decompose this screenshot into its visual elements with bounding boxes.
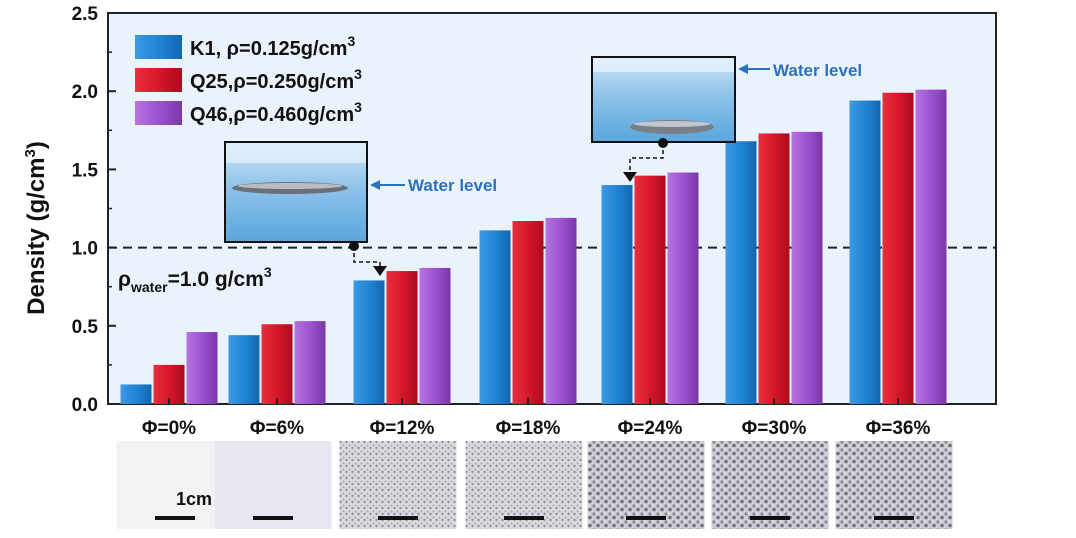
scale-bar — [874, 516, 914, 520]
y-axis-label: Density (g/cm3) — [22, 141, 50, 315]
y-tick-label: 0.5 — [72, 317, 99, 338]
sample-photo-tile — [465, 441, 583, 529]
scale-bar — [253, 516, 293, 520]
bar-series0-cat3 — [479, 230, 511, 404]
bar-series2-cat0 — [186, 332, 218, 404]
water-level-arrowhead-1 — [370, 180, 380, 190]
water-density-label: ρwater=1.0 g/cm3 — [118, 264, 272, 295]
bars-group — [120, 89, 947, 405]
bar-series1-cat2 — [386, 271, 418, 404]
y-tick-label: 2.0 — [72, 82, 98, 103]
bar-series1-cat3 — [512, 221, 544, 404]
bar-series2-cat5 — [791, 131, 823, 404]
legend-swatch-q46 — [135, 101, 182, 125]
bar-series1-cat0 — [153, 364, 185, 404]
y-tick-label: 1.5 — [72, 160, 99, 181]
bar-series0-cat4 — [601, 185, 633, 404]
bar-series1-cat5 — [758, 133, 790, 405]
bar-series0-cat6 — [849, 100, 881, 405]
sample-photo-tile — [339, 441, 457, 529]
inset-photo-floating-sample-2 — [591, 56, 736, 143]
inset-connector-arrow-1 — [373, 266, 387, 276]
water-level-arrowhead-2 — [738, 64, 748, 74]
water-level-label-2: Water level — [773, 61, 862, 80]
bar-series0-cat2 — [353, 280, 385, 404]
legend-label-q46: Q46,ρ=0.460g/cm3 — [190, 99, 362, 126]
legend-swatch-q25 — [135, 68, 182, 92]
bar-series0-cat1 — [228, 335, 260, 404]
inset-connector-line-2 — [629, 143, 664, 172]
category-labels: Φ=0% Φ=6% Φ=12% Φ=18% Φ=24% Φ=30% Φ=36% — [142, 398, 931, 439]
category-label: Φ=12% — [370, 418, 435, 439]
bar-series1-cat1 — [261, 324, 293, 404]
inset-connector-arrow-2 — [623, 172, 637, 182]
category-label: Φ=18% — [496, 418, 561, 439]
bar-series1-cat6 — [882, 92, 914, 404]
sample-photo-tile — [711, 441, 829, 529]
sample-photo-tile — [587, 441, 705, 529]
legend-label-k1: K1, ρ=0.125g/cm3 — [190, 33, 355, 60]
y-tick-label: 1.0 — [72, 239, 98, 260]
sample-photo-tile — [835, 441, 953, 529]
inset-connector-line-1 — [353, 246, 381, 268]
category-label: Φ=6% — [250, 418, 304, 439]
scale-bar — [626, 516, 666, 520]
category-label: Φ=0% — [142, 418, 196, 439]
scale-bar-label: 1cm — [176, 489, 212, 509]
bar-series0-cat5 — [725, 141, 757, 405]
legend-swatch-k1 — [135, 35, 182, 59]
legend-label-q25: Q25,ρ=0.250g/cm3 — [190, 66, 362, 93]
sample-photo-tile — [214, 441, 332, 529]
bar-series2-cat4 — [667, 172, 699, 404]
category-label: Φ=30% — [742, 418, 807, 439]
y-axis-ticks: 0.0 0.5 1.0 1.5 2.0 2.5 — [72, 4, 116, 416]
scale-bar — [504, 516, 544, 520]
bar-series2-cat6 — [915, 89, 947, 405]
sample-photo-tile — [116, 441, 234, 529]
category-label: Φ=36% — [866, 418, 931, 439]
bar-series0-cat0 — [120, 384, 152, 404]
bar-series2-cat3 — [545, 217, 577, 404]
legend: K1, ρ=0.125g/cm3 Q25,ρ=0.250g/cm3 Q46,ρ=… — [135, 33, 362, 126]
water-level-label-1: Water level — [408, 176, 497, 195]
category-label: Φ=24% — [618, 418, 683, 439]
sample-photo-strip — [116, 441, 953, 529]
bar-series1-cat4 — [634, 175, 666, 404]
y-tick-label: 0.0 — [72, 395, 98, 416]
inset-photo-floating-sample-1 — [224, 141, 368, 243]
bar-series2-cat1 — [294, 321, 326, 404]
bar-series2-cat2 — [419, 267, 451, 404]
scale-bar — [378, 516, 418, 520]
y-tick-label: 2.5 — [72, 4, 99, 25]
scale-bar — [155, 516, 195, 520]
scale-bar — [750, 516, 790, 520]
